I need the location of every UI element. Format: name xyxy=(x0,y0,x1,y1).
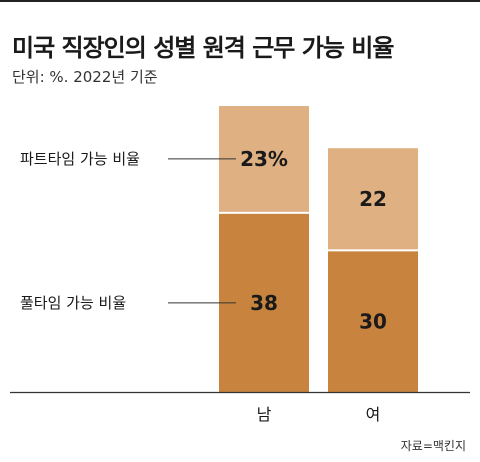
bar-fulltime-female xyxy=(328,251,418,392)
x-tick-label-female: 여 xyxy=(366,405,381,424)
chart-title: 미국 직장인의 성별 원격 근무 가능 비율 xyxy=(12,34,394,62)
callout-fulltime-label: 풀타임 가능 비율 xyxy=(20,294,126,312)
bar-parttime-female xyxy=(328,148,418,250)
chart-subtitle: 단위: %. 2022년 기준 xyxy=(12,68,158,86)
data-label-fulltime-female: 30 xyxy=(359,310,387,334)
data-label-fulltime-male: 38 xyxy=(250,291,278,315)
x-tick-label-male: 남 xyxy=(257,405,272,424)
callout-parttime-label: 파트타임 가능 비율 xyxy=(20,150,140,168)
source-note: 자료=맥킨지 xyxy=(400,439,466,453)
data-label-parttime-female: 22 xyxy=(359,187,387,211)
data-label-parttime-male: 23% xyxy=(240,147,288,171)
top-rule xyxy=(0,0,480,2)
